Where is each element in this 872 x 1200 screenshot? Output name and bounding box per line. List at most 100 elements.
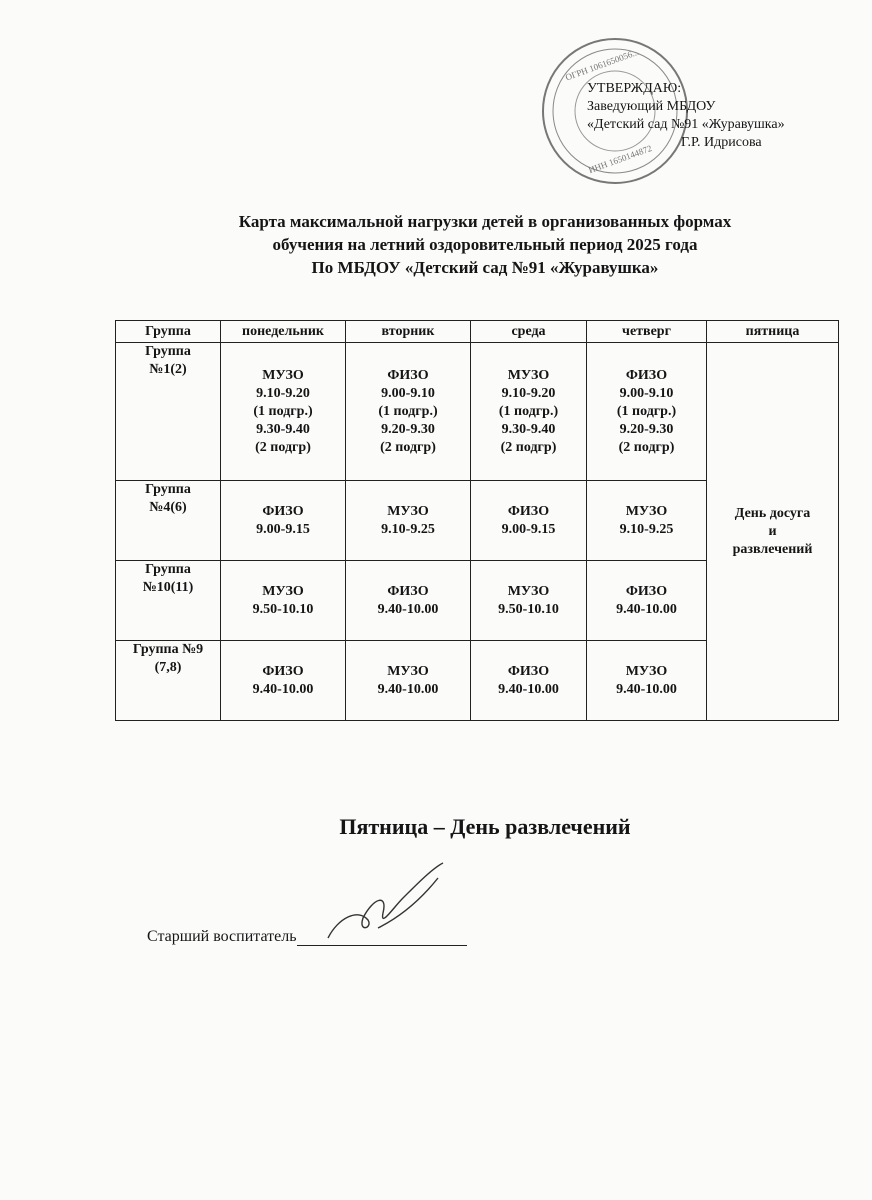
schedule-line: 9.40-10.00 [616,601,677,617]
column-header: пятница [706,320,839,343]
schedule-cell: МУЗО 9.40-10.00 [586,640,707,721]
signature-blank [296,931,467,946]
schedule-cell: ФИЗО 9.40-10.00 [470,640,587,721]
approval-position: Заведующий МБДОУ [587,99,716,114]
friday-cell: День досуга и развлечений [706,342,839,721]
schedule-line: 9.10-9.20 [501,385,556,401]
schedule-line: 9.50-10.10 [252,601,314,617]
column-header: Группа [115,320,221,343]
document-title: Карта максимальной нагрузки детей в орга… [100,210,870,279]
schedule-line: (2 подгр) [380,439,436,455]
schedule-line: ФИЗО [262,663,304,679]
schedule-line: (2 подгр) [618,439,675,455]
schedule-cell: ФИЗО 9.00-9.10 (1 подгр.) 9.20-9.30 (2 подгр… [345,342,471,481]
group-label: №10(11) [142,580,194,595]
schedule-line: 9.40-10.00 [616,681,677,697]
schedule-line: 9.10-9.25 [619,521,674,537]
schedule-line: 9.30-9.40 [256,421,310,437]
schedule-line: (1 подгр.) [616,403,677,419]
schedule-cell: ФИЗО 9.00-9.15 [220,480,346,561]
schedule-line: ФИЗО [387,583,429,599]
schedule-line: 9.00-9.10 [619,385,674,401]
schedule-cell: ФИЗО 9.40-10.00 [220,640,346,721]
schedule-line: (1 подгр.) [253,403,313,419]
table-header-row: Группа понедельник вторник среда четверг пятн… [115,320,839,343]
group-cell: Группа №9 (7,8) [115,640,221,721]
schedule-line: 9.50-10.10 [498,601,559,617]
friday-line: День досуга [734,505,811,521]
schedule-cell: МУЗО 9.40-10.00 [345,640,471,721]
column-header: понедельник [220,320,346,343]
schedule-line: МУЗО [387,663,429,679]
schedule-line: 9.20-9.30 [381,421,435,437]
schedule-cell: МУЗО 9.10-9.20 (1 подгр.) 9.30-9.40 (2 подгр… [470,342,587,481]
official-stamp: ОГРН 1061650056... ИНН 1650144872 [542,38,688,184]
signature-line: Старший воспитатель [147,928,467,946]
svg-text:ОГРН 1061650056...: ОГРН 1061650056... [564,47,640,83]
approval-block: УТВЕРЖДАЮ: Заведующий МБДОУ «Детский сад… [587,80,785,152]
schedule-line: МУЗО [262,583,304,599]
schedule-cell: ФИЗО 9.40-10.00 [586,560,707,641]
schedule-line: 9.00-9.15 [501,521,556,537]
group-label: Группа [145,482,191,497]
schedule-cell: МУЗО 9.10-9.20 (1 подгр.) 9.30-9.40 (2 подгр… [220,342,346,481]
schedule-line: МУЗО [625,663,668,679]
schedule-line: 9.20-9.30 [619,421,674,437]
column-header: среда [470,320,587,343]
title-line: Карта максимальной нагрузки детей в орга… [238,212,732,231]
schedule-line: (2 подгр) [255,439,311,455]
schedule-line: МУЗО [507,367,550,383]
schedule-line: 9.40-10.00 [498,681,559,697]
schedule-line: 9.40-10.00 [377,681,439,697]
column-header: четверг [586,320,707,343]
schedule-line: 9.10-9.25 [381,521,435,537]
table-row: Группа №1(2) МУЗО 9.10-9.20 (1 подгр.) 9.30-9… [115,342,839,721]
schedule-line: (1 подгр.) [378,403,438,419]
schedule-cell: МУЗО 9.50-10.10 [470,560,587,641]
group-label: (7,8) [154,660,182,675]
group-label: Группа [145,344,191,359]
group-cell: Группа №1(2) [115,342,221,481]
schedule-line: МУЗО [625,503,668,519]
friday-line: и [768,523,777,539]
schedule-table: Группа понедельник вторник среда четверг пятн… [115,320,839,721]
group-label: Группа [145,562,191,577]
approval-signer: Г.Р. Идрисова [681,135,762,150]
schedule-line: ФИЗО [625,367,668,383]
schedule-cell: МУЗО 9.50-10.10 [220,560,346,641]
schedule-line: (2 подгр) [500,439,557,455]
senior-label: Старший воспитатель [147,928,297,945]
group-label: №4(6) [149,500,187,515]
schedule-line: 9.10-9.20 [256,385,310,401]
schedule-line: 9.40-10.00 [252,681,314,697]
approval-org: «Детский сад №91 «Журавушка» [587,117,785,132]
schedule-cell: МУЗО 9.10-9.25 [345,480,471,561]
schedule-line: 9.30-9.40 [501,421,556,437]
schedule-cell: ФИЗО 9.40-10.00 [345,560,471,641]
schedule-cell: ФИЗО 9.00-9.10 (1 подгр.) 9.20-9.30 (2 подгр… [586,342,707,481]
friday-note: Пятница – День развлечений [339,814,631,839]
handwritten-signature [327,862,444,939]
friday-line: развлечений [732,541,813,557]
schedule-line: МУЗО [387,503,429,519]
table-row: Группа №10(11) МУЗО 9.50-10.10 ФИЗО 9.40-10.0… [115,560,839,641]
group-cell: Группа №10(11) [115,560,221,641]
group-cell: Группа №4(6) [115,480,221,561]
schedule-line: 9.00-9.10 [381,385,435,401]
schedule-line: ФИЗО [507,503,550,519]
schedule-line: ФИЗО [507,663,550,679]
schedule-line: МУЗО [507,583,550,599]
schedule-cell: ФИЗО 9.00-9.15 [470,480,587,561]
schedule-line: 9.00-9.15 [256,521,310,537]
schedule-line: (1 подгр.) [498,403,559,419]
schedule-line: МУЗО [262,367,304,383]
column-header: вторник [345,320,471,343]
title-line: обучения на летний оздоровительный перио… [272,235,698,254]
schedule-line: ФИЗО [625,583,668,599]
schedule-line: 9.40-10.00 [377,601,439,617]
group-label: №1(2) [149,362,187,377]
schedule-cell: МУЗО 9.10-9.25 [586,480,707,561]
schedule-line: ФИЗО [387,367,429,383]
group-label: Группа №9 [132,642,204,657]
title-line: По МБДОУ «Детский сад №91 «Журавушка» [311,258,659,277]
